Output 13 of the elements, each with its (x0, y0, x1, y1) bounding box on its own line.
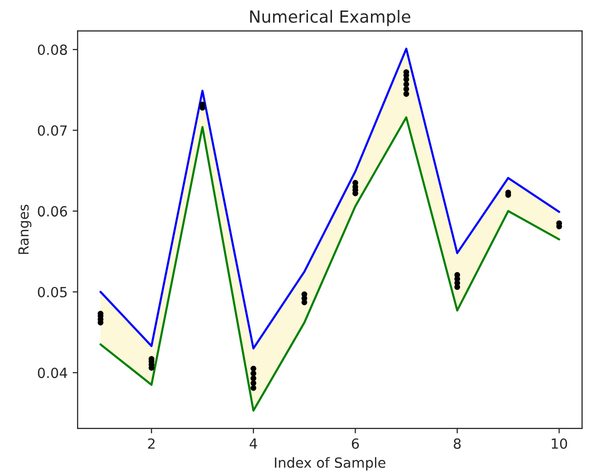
y-tick-label: 0.05 (38, 286, 67, 298)
y-tick-label: 0.04 (38, 368, 68, 378)
x-axis-title: Index of Sample (274, 457, 386, 471)
x-tick-label: 8 (454, 438, 461, 449)
y-tick-label: 0.07 (38, 125, 67, 136)
x-tick-label: 10 (552, 438, 568, 449)
y-tick-label: 0.06 (38, 206, 68, 217)
x-tick-label: 2 (148, 438, 155, 449)
chart-title: Numerical Example (250, 10, 410, 26)
x-tick-label: 6 (352, 438, 359, 449)
y-axis-title: Ranges (18, 204, 32, 254)
y-tick-label: 0.08 (38, 44, 67, 55)
x-tick-label: 4 (250, 438, 258, 449)
